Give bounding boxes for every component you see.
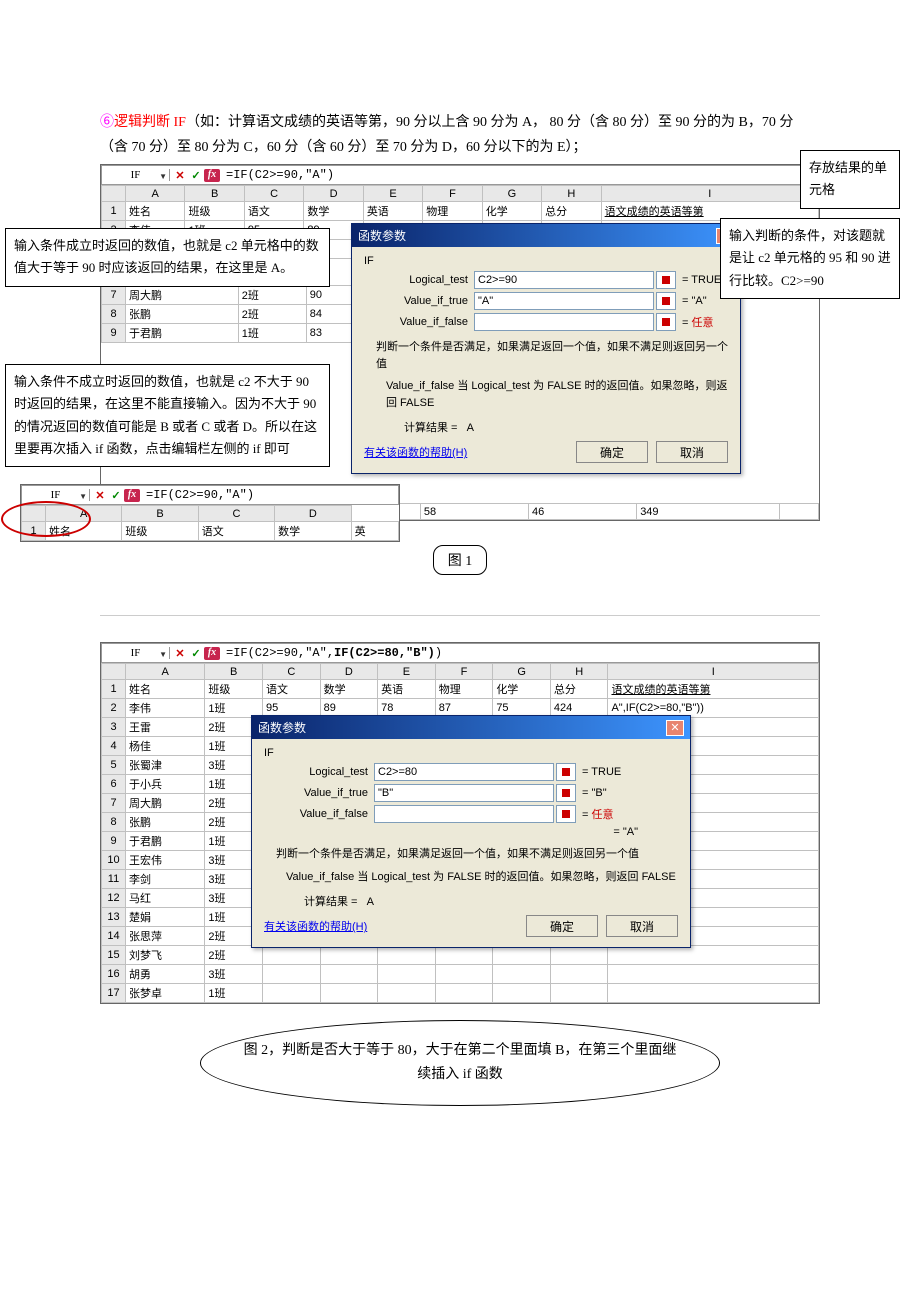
instruction-text: ⑥逻辑判断 IF（如：计算语文成绩的英语等第，90 分以上含 90 分为 A， …: [100, 110, 820, 160]
range-picker-icon[interactable]: [656, 271, 676, 289]
range-picker-icon[interactable]: [556, 763, 576, 781]
dialog-titlebar: 函数参数 ✕: [252, 716, 690, 739]
param-input-logical-test[interactable]: [374, 763, 554, 781]
standalone-eval: = "A": [264, 826, 678, 838]
name-box[interactable]: IF▼: [22, 489, 90, 501]
callout-value-true: 输入条件成立时返回的数值，也就是 c2 单元格中的数值大于等于 90 时应该返回…: [5, 228, 330, 286]
param-input-value-false[interactable]: [374, 805, 554, 823]
formula-text: =IF(C2>=90,"A"): [142, 488, 254, 502]
formula-text[interactable]: =IF(C2>=90,"A",IF(C2>=80,"B")): [222, 646, 442, 660]
name-box[interactable]: IF▼: [102, 169, 170, 181]
function-arguments-dialog: 函数参数 ✕ IF Logical_test = TRUE Value_if_t…: [351, 223, 741, 474]
param-value-if-false: Value_if_false = 任意: [364, 313, 728, 331]
param-input-logical-test[interactable]: [474, 271, 654, 289]
small-formula-snippet: IF▼ ✕ ✓ fx =IF(C2>=90,"A") ABCD1姓名班级语文数学…: [20, 484, 400, 542]
enter-icon[interactable]: ✓: [108, 489, 124, 502]
param-label: Value_if_false: [264, 808, 374, 820]
help-link[interactable]: 有关该函数的帮助(H): [364, 444, 467, 460]
figure1-spreadsheet: IF▼ ✕ ✓ fx =IF(C2>=90,"A") ABCDEFGHI 1姓名…: [100, 164, 820, 521]
callout-result-cell: 存放结果的单元格: [800, 150, 900, 208]
dialog-titlebar: 函数参数 ✕: [352, 224, 740, 247]
formula-text[interactable]: =IF(C2>=90,"A"): [222, 168, 334, 182]
dialog-sub-description: Value_if_false 当 Logical_test 为 FALSE 时的…: [386, 378, 728, 411]
name-box[interactable]: IF▼: [102, 647, 170, 659]
param-eval: = TRUE: [582, 766, 621, 778]
param-input-value-true[interactable]: [474, 292, 654, 310]
param-value-if-true: Value_if_true = "A": [364, 292, 728, 310]
param-eval: = "A": [682, 295, 707, 307]
range-picker-icon[interactable]: [556, 805, 576, 823]
dialog-title-text: 函数参数: [358, 227, 406, 244]
cancel-button[interactable]: 取消: [656, 441, 728, 463]
param-eval: = "B": [582, 787, 607, 799]
cancel-icon[interactable]: ✕: [92, 489, 108, 502]
param-label: Logical_test: [364, 274, 474, 286]
cancel-icon[interactable]: ✕: [172, 647, 188, 660]
ok-button[interactable]: 确定: [576, 441, 648, 463]
param-logical-test: Logical_test = TRUE: [364, 271, 728, 289]
dialog-title-text: 函数参数: [258, 719, 306, 736]
range-picker-icon[interactable]: [656, 313, 676, 331]
sheet-grid-partial: 7周大鹏2班908张鹏2班849于君鹏1班83: [101, 285, 361, 343]
dialog-result: 计算结果 = A: [304, 893, 678, 909]
param-eval: = TRUE: [682, 274, 721, 286]
step-keyword: 逻辑判断 IF: [114, 115, 186, 130]
figure2-spreadsheet: IF▼ ✕ ✓ fx =IF(C2>=90,"A",IF(C2>=80,"B")…: [100, 642, 820, 1004]
formula-bar: IF▼ ✕ ✓ fx =IF(C2>=90,"A",IF(C2>=80,"B")…: [101, 643, 819, 663]
range-picker-icon[interactable]: [656, 292, 676, 310]
dialog-result: 计算结果 = A: [404, 419, 728, 435]
step-number: ⑥: [100, 115, 114, 130]
cancel-icon[interactable]: ✕: [172, 169, 188, 182]
param-logical-test: Logical_test = TRUE: [264, 763, 678, 781]
help-link[interactable]: 有关该函数的帮助(H): [264, 918, 367, 934]
close-icon[interactable]: ✕: [666, 720, 684, 736]
param-label: Logical_test: [264, 766, 374, 778]
fx-icon[interactable]: fx: [204, 647, 220, 660]
param-label: Value_if_true: [364, 295, 474, 307]
callout-condition: 输入判断的条件，对该题就是让 c2 单元格的 95 和 90 进行比较。C2>=…: [720, 218, 900, 298]
param-value-if-false: Value_if_false = 任意: [264, 805, 678, 823]
dialog-description: 判断一个条件是否满足，如果满足返回一个值，如果不满足则返回另一个值: [276, 846, 678, 863]
formula-bar: IF▼ ✕ ✓ fx =IF(C2>=90,"A"): [101, 165, 819, 185]
step-body: （如：计算语文成绩的英语等第，90 分以上含 90 分为 A， 80 分（含 8…: [100, 115, 793, 155]
param-input-value-true[interactable]: [374, 784, 554, 802]
cancel-button[interactable]: 取消: [606, 915, 678, 937]
enter-icon[interactable]: ✓: [188, 647, 204, 660]
fx-icon[interactable]: fx: [204, 169, 220, 182]
enter-icon[interactable]: ✓: [188, 169, 204, 182]
param-value-if-true: Value_if_true = "B": [264, 784, 678, 802]
ok-button[interactable]: 确定: [526, 915, 598, 937]
formula-bar-buttons: ✕ ✓ fx: [170, 169, 222, 182]
figure1-label: 图 1: [433, 545, 488, 575]
param-input-value-false[interactable]: [474, 313, 654, 331]
callout-value-false: 输入条件不成立时返回的数值，也就是 c2 不大于 90 时返回的结果，在这里不能…: [5, 364, 330, 466]
function-name-label: IF: [364, 255, 728, 267]
fx-icon[interactable]: fx: [124, 489, 140, 502]
param-label: Value_if_true: [264, 787, 374, 799]
range-picker-icon[interactable]: [556, 784, 576, 802]
param-eval: = 任意: [582, 806, 613, 822]
dialog-description: 判断一个条件是否满足，如果满足返回一个值，如果不满足则返回另一个值: [376, 339, 728, 372]
param-label: Value_if_false: [364, 316, 474, 328]
function-name-label: IF: [264, 747, 678, 759]
dialog-sub-description: Value_if_false 当 Logical_test 为 FALSE 时的…: [286, 869, 678, 886]
param-eval: = 任意: [682, 314, 713, 330]
figure2-caption: 图 2，判断是否大于等于 80，大于在第二个里面填 B，在第三个里面继续插入 i…: [200, 1020, 720, 1106]
function-arguments-dialog: 函数参数 ✕ IF Logical_test = TRUE Value_if_t…: [251, 715, 691, 948]
